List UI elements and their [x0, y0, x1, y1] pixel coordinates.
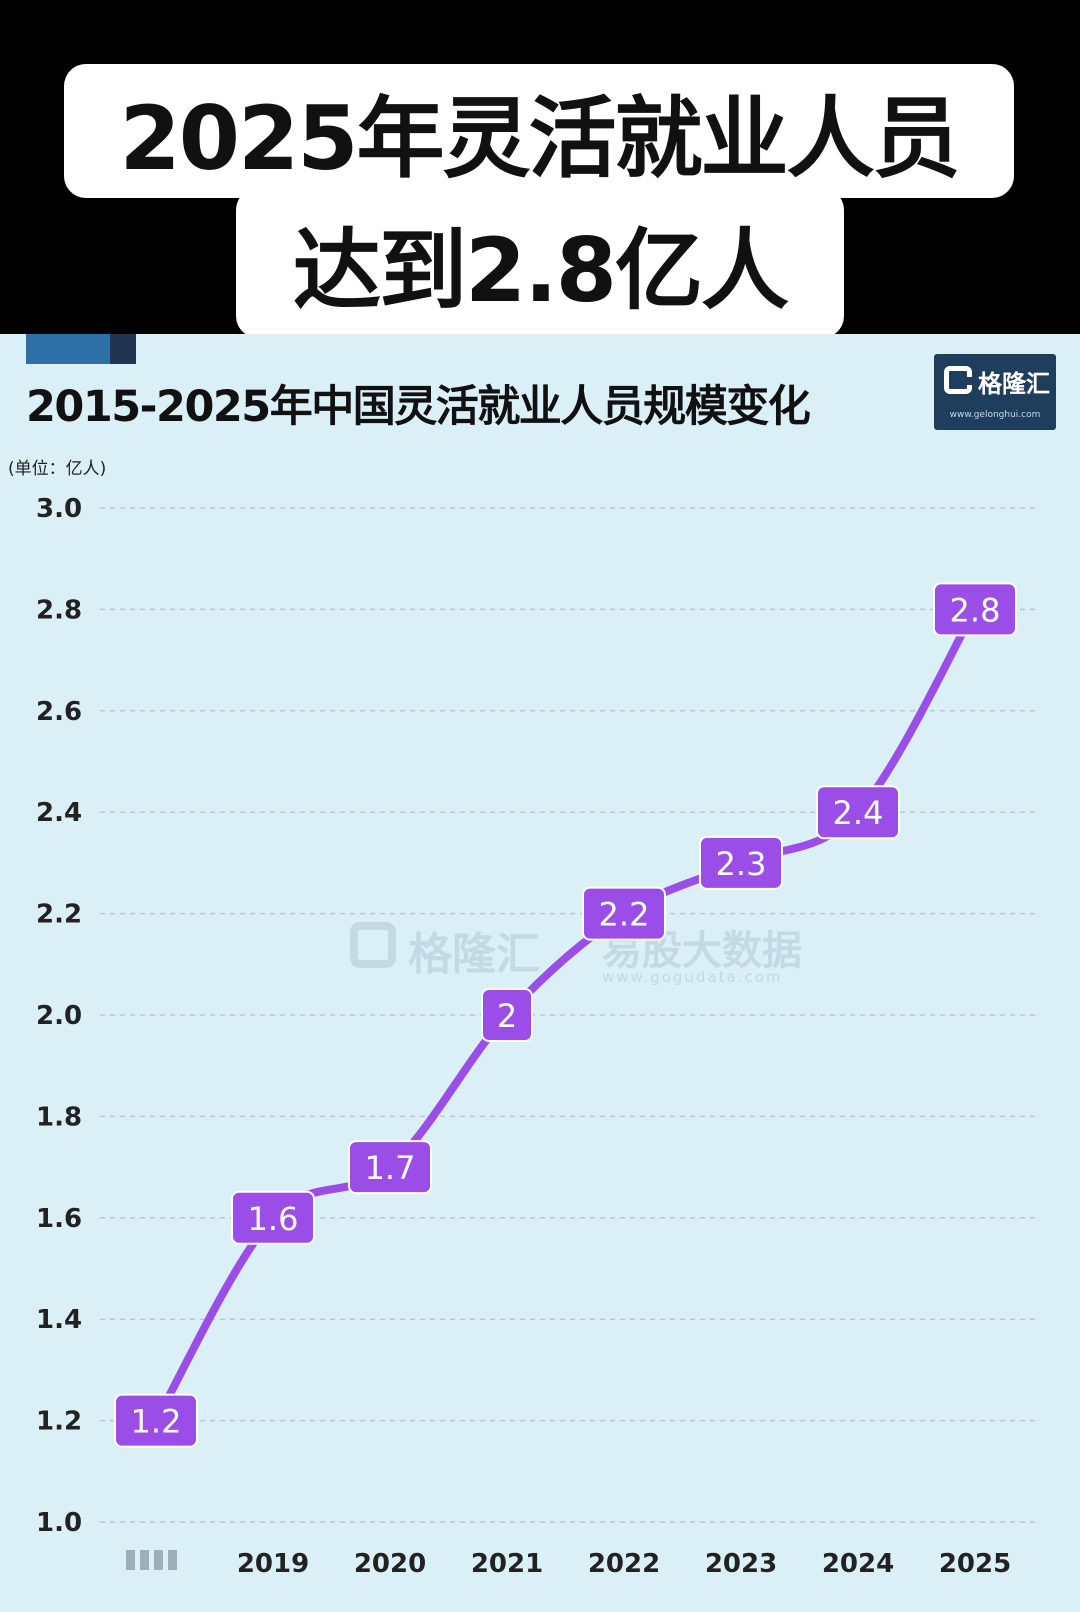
data-point-marker — [933, 582, 1017, 637]
data-point-marker — [816, 785, 900, 840]
data-label: 2.8 — [950, 591, 1001, 629]
y-tick-label: 1.0 — [36, 1508, 82, 1538]
y-tick-label: 1.8 — [36, 1102, 82, 1132]
y-tick-label: 2.8 — [36, 595, 82, 625]
y-tick-label: 2.2 — [36, 900, 82, 930]
data-label: 1.6 — [248, 1200, 299, 1238]
y-tick-label: 1.6 — [36, 1204, 82, 1234]
watermark-brand: 格隆汇 — [408, 929, 540, 980]
y-tick-label: 2.0 — [36, 1001, 82, 1031]
y-tick-label: 1.4 — [36, 1305, 82, 1335]
data-label: 2.3 — [716, 845, 767, 883]
data-point-marker — [481, 988, 533, 1042]
data-label: 2.4 — [833, 794, 884, 832]
unit-label: (单位：亿人) — [8, 459, 107, 479]
data-point-marker — [582, 886, 666, 941]
x-tick-label: 2025 — [939, 1549, 1011, 1579]
watermark-g-icon — [350, 922, 396, 968]
data-point-marker — [348, 1140, 432, 1195]
brand-name: 格隆汇 — [978, 370, 1050, 398]
x-tick-label: 2020 — [354, 1549, 426, 1579]
data-label: 1.7 — [365, 1149, 416, 1187]
corner-tab-accent — [26, 334, 110, 364]
chart-title: 2015-2025年中国灵活就业人员规模变化 — [26, 382, 811, 432]
y-tick-label: 1.2 — [36, 1407, 82, 1437]
x-tick-label: 2019 — [237, 1549, 309, 1579]
data-label: 2.2 — [599, 896, 650, 934]
data-point-marker — [114, 1393, 198, 1448]
headline-line2: 达到2.8亿人 — [293, 218, 789, 322]
x-tick-label: 2022 — [588, 1549, 660, 1579]
brand-g-icon — [944, 366, 972, 394]
data-point-marker — [699, 835, 783, 890]
y-tick-label: 2.6 — [36, 697, 82, 727]
data-label: 1.2 — [131, 1403, 182, 1441]
y-tick-label: 3.0 — [36, 494, 82, 524]
brand-url: www.gelonghui.com — [949, 410, 1041, 420]
data-point-marker — [231, 1190, 315, 1245]
y-tick-label: 2.4 — [36, 798, 82, 828]
brand-logo: 格隆汇 www.gelonghui.com — [934, 354, 1056, 430]
data-label: 2 — [497, 997, 517, 1035]
x-tick-label-obscured — [126, 1550, 177, 1570]
x-tick-label: 2024 — [822, 1549, 894, 1579]
x-tick-label: 2023 — [705, 1549, 777, 1579]
headline-line1: 2025年灵活就业人员 — [119, 86, 961, 190]
headline-box-line2: 达到2.8亿人 — [236, 188, 844, 338]
watermark-url: www.gogudata.com — [602, 968, 783, 986]
x-tick-label: 2021 — [471, 1549, 543, 1579]
headline-box-line1: 2025年灵活就业人员 — [64, 64, 1014, 198]
